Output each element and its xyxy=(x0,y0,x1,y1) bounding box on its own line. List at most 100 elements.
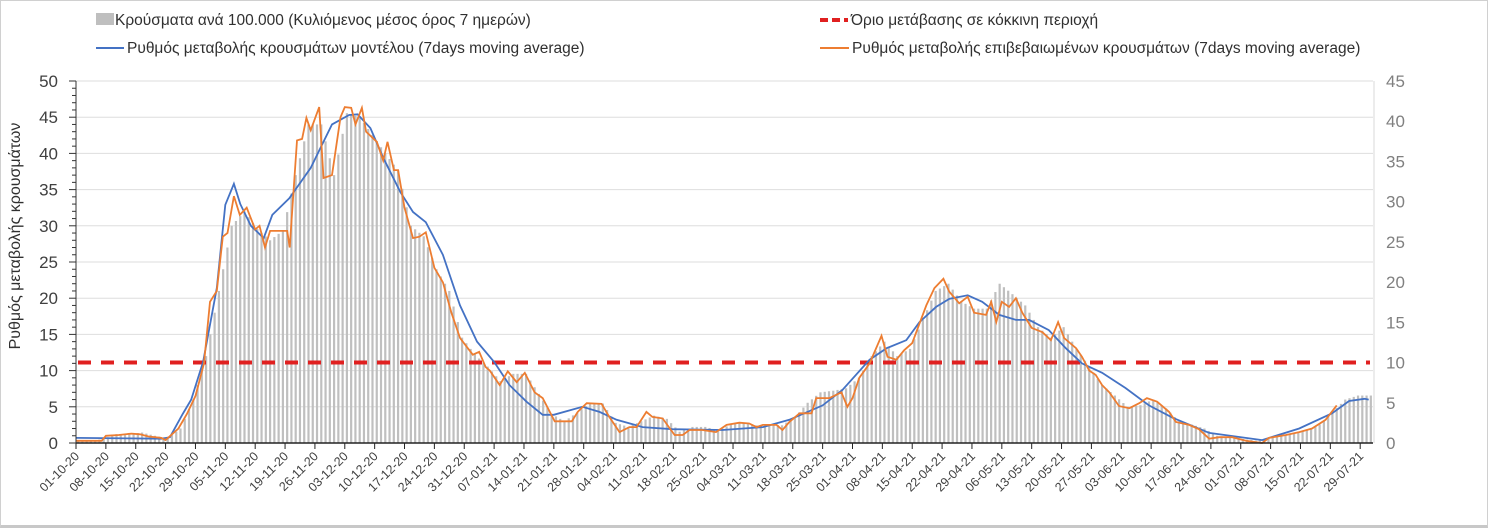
y-right-tick-label: 10 xyxy=(1386,354,1405,373)
bar xyxy=(1135,405,1138,443)
bar xyxy=(256,229,259,443)
bar xyxy=(1113,395,1116,443)
bar xyxy=(277,233,280,443)
bar xyxy=(1075,348,1078,443)
bar xyxy=(1071,341,1074,443)
bar xyxy=(721,428,724,443)
bar xyxy=(1280,435,1283,443)
bar xyxy=(652,415,656,443)
bar xyxy=(1365,395,1368,443)
bar xyxy=(499,381,502,443)
bar xyxy=(571,415,575,443)
bar xyxy=(985,308,988,443)
bar xyxy=(913,339,916,443)
bar xyxy=(883,341,886,443)
bar xyxy=(303,141,306,444)
y-left-tick-label: 10 xyxy=(39,362,58,381)
bar xyxy=(320,124,323,443)
bar xyxy=(870,356,873,443)
bar xyxy=(452,306,455,443)
bar xyxy=(1369,395,1372,443)
bar xyxy=(1301,430,1304,443)
bar xyxy=(1032,319,1035,443)
bar xyxy=(213,312,216,443)
y-right-tick-label: 0 xyxy=(1386,434,1395,453)
bar xyxy=(606,410,609,443)
bar xyxy=(670,423,673,443)
bar xyxy=(106,437,110,443)
bar xyxy=(414,229,417,443)
bar xyxy=(311,124,314,443)
y-right-tick-label: 20 xyxy=(1386,273,1405,292)
bar xyxy=(823,391,826,443)
bar xyxy=(1079,354,1082,443)
bar xyxy=(324,141,327,444)
bar xyxy=(798,412,801,443)
bar xyxy=(1220,436,1223,443)
bar xyxy=(281,230,284,443)
bar xyxy=(1237,438,1240,443)
bar xyxy=(1216,435,1219,443)
bar xyxy=(503,378,506,443)
bar xyxy=(1297,431,1300,443)
bar xyxy=(699,426,703,443)
bar xyxy=(273,237,276,443)
y-right-tick-label: 45 xyxy=(1386,72,1405,91)
bar xyxy=(379,147,383,443)
bar xyxy=(964,303,967,443)
bar xyxy=(1147,401,1151,443)
y-right-tick-label: 30 xyxy=(1386,193,1405,212)
bar xyxy=(763,424,767,443)
bar xyxy=(580,409,583,443)
bar xyxy=(418,232,421,443)
bar xyxy=(89,440,92,443)
bar xyxy=(482,362,485,443)
bar xyxy=(1182,422,1185,443)
bar xyxy=(200,370,203,443)
bar xyxy=(431,258,434,443)
bar xyxy=(704,426,707,443)
bar xyxy=(473,354,476,443)
bar xyxy=(435,269,438,443)
bar xyxy=(827,391,831,443)
bar xyxy=(968,306,971,443)
bar xyxy=(524,373,528,443)
bar xyxy=(448,290,451,443)
bar xyxy=(921,319,924,443)
bar xyxy=(1058,330,1061,443)
bar xyxy=(187,409,191,443)
legend-bars-label: Κρούσματα ανά 100.000 (Κυλιόμενος μέσος … xyxy=(115,12,531,29)
bar xyxy=(789,419,792,443)
bar xyxy=(1156,402,1159,443)
bar xyxy=(695,426,698,443)
bar xyxy=(507,376,511,443)
bar xyxy=(1327,416,1330,443)
bar xyxy=(836,389,839,443)
bar xyxy=(614,422,617,443)
bar xyxy=(371,134,374,444)
bar xyxy=(874,351,878,443)
bar xyxy=(1267,438,1270,443)
bar xyxy=(738,423,741,443)
bar xyxy=(776,425,779,443)
bar xyxy=(260,232,263,443)
bar xyxy=(529,380,532,443)
bar xyxy=(1092,372,1095,443)
y-left-tick-label: 45 xyxy=(39,108,58,127)
bar xyxy=(977,308,980,443)
bar xyxy=(1322,420,1326,443)
legend-model-label: Ρυθμός μεταβολής κρουσμάτων μοντέλου (7d… xyxy=(127,40,585,57)
bar xyxy=(362,123,366,444)
bar xyxy=(563,421,566,443)
y-left-tick-label: 15 xyxy=(39,325,58,344)
bar xyxy=(315,124,319,443)
bar xyxy=(934,290,937,443)
bar xyxy=(955,295,959,443)
bar xyxy=(1292,432,1296,443)
bar xyxy=(1331,412,1334,443)
bar xyxy=(196,385,199,443)
bar xyxy=(1083,360,1087,443)
bar xyxy=(559,418,562,443)
bar xyxy=(192,399,195,443)
bar xyxy=(1036,327,1040,443)
